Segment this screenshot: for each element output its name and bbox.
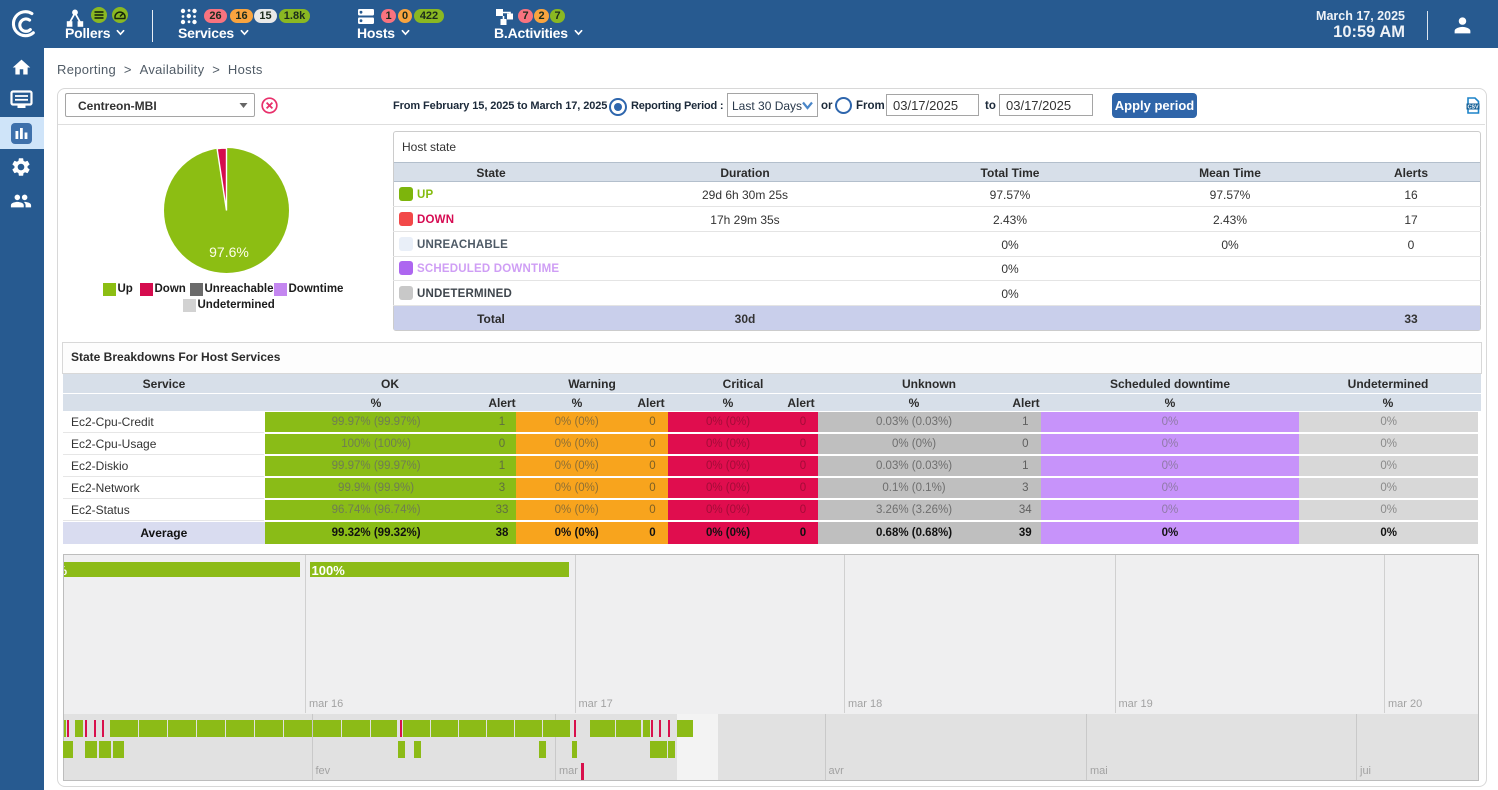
svg-text:CSV: CSV — [1467, 104, 1478, 110]
